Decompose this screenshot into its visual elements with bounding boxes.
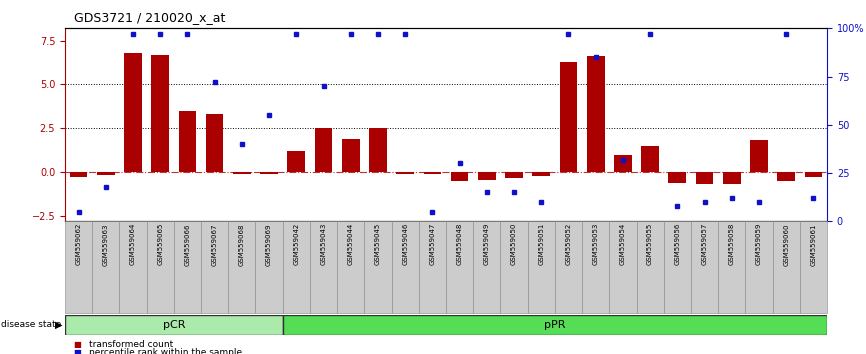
Text: GSM559066: GSM559066 — [184, 223, 191, 266]
Text: GSM559059: GSM559059 — [756, 223, 762, 266]
Text: GSM559053: GSM559053 — [592, 223, 598, 266]
Text: GSM559052: GSM559052 — [565, 223, 572, 265]
Text: GDS3721 / 210020_x_at: GDS3721 / 210020_x_at — [74, 11, 225, 24]
Text: GSM559061: GSM559061 — [811, 223, 817, 266]
Text: GSM559056: GSM559056 — [675, 223, 681, 266]
Text: GSM559042: GSM559042 — [294, 223, 300, 265]
Text: GSM559067: GSM559067 — [211, 223, 217, 266]
Bar — [723, 172, 740, 183]
Bar — [778, 172, 795, 181]
Text: disease state: disease state — [1, 320, 61, 330]
Bar — [369, 128, 387, 172]
Bar — [152, 55, 169, 172]
Bar — [178, 111, 197, 172]
Bar — [288, 151, 305, 172]
Text: GSM559055: GSM559055 — [647, 223, 653, 265]
Text: GSM559043: GSM559043 — [320, 223, 326, 266]
Text: GSM559050: GSM559050 — [511, 223, 517, 266]
Text: GSM559058: GSM559058 — [729, 223, 734, 266]
Bar — [397, 172, 414, 173]
Text: GSM559062: GSM559062 — [75, 223, 81, 266]
Bar — [97, 172, 114, 175]
Bar — [587, 56, 604, 172]
Text: GSM559069: GSM559069 — [266, 223, 272, 266]
Bar — [533, 172, 550, 176]
Text: percentile rank within the sample: percentile rank within the sample — [89, 348, 242, 354]
Bar — [695, 172, 714, 184]
Bar — [505, 172, 523, 178]
Bar — [282, 315, 827, 335]
Bar — [450, 172, 469, 181]
Text: GSM559047: GSM559047 — [430, 223, 436, 266]
Bar — [750, 140, 768, 172]
Text: GSM559060: GSM559060 — [783, 223, 789, 266]
Bar — [69, 172, 87, 177]
Text: GSM559063: GSM559063 — [103, 223, 109, 266]
Bar — [314, 128, 333, 172]
Text: GSM559068: GSM559068 — [239, 223, 245, 266]
Text: GSM559054: GSM559054 — [620, 223, 626, 265]
Text: GSM559051: GSM559051 — [539, 223, 544, 266]
Bar — [805, 172, 822, 177]
Text: GSM559064: GSM559064 — [130, 223, 136, 266]
Bar — [614, 155, 631, 172]
Bar — [669, 172, 686, 183]
Bar — [478, 172, 495, 180]
Bar — [233, 172, 251, 174]
Text: GSM559057: GSM559057 — [701, 223, 708, 266]
Bar — [559, 62, 578, 172]
Text: ■: ■ — [74, 348, 81, 354]
Text: ■: ■ — [74, 339, 81, 349]
Text: ▶: ▶ — [55, 320, 62, 330]
Text: pCR: pCR — [163, 320, 185, 330]
Text: pPR: pPR — [544, 320, 565, 330]
Bar — [342, 139, 359, 172]
Text: GSM559045: GSM559045 — [375, 223, 381, 265]
Bar — [124, 53, 142, 172]
Text: transformed count: transformed count — [89, 339, 173, 349]
Text: GSM559048: GSM559048 — [456, 223, 462, 266]
Bar — [65, 315, 282, 335]
Bar — [260, 172, 278, 174]
Text: GSM559065: GSM559065 — [158, 223, 163, 266]
Text: GSM559049: GSM559049 — [484, 223, 490, 266]
Bar — [423, 172, 441, 173]
Text: GSM559046: GSM559046 — [402, 223, 408, 266]
Text: GSM559044: GSM559044 — [348, 223, 353, 265]
Bar — [206, 114, 223, 172]
Bar — [641, 146, 659, 172]
